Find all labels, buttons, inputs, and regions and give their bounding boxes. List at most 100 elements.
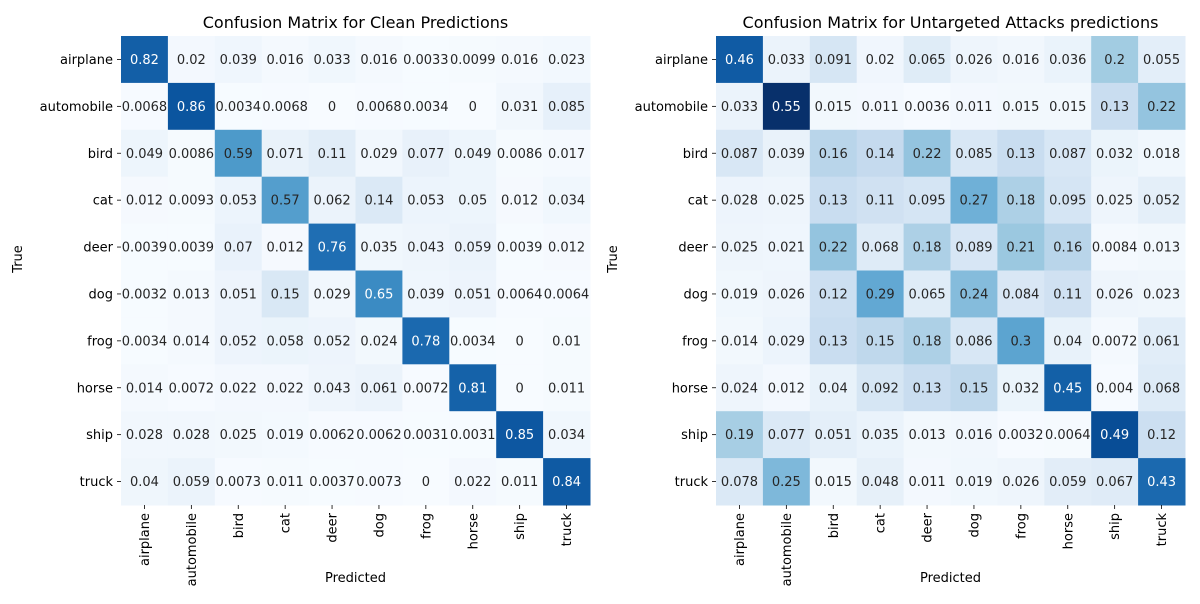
y-tick-label: horse bbox=[672, 381, 708, 396]
cell-value-label: 0.016 bbox=[267, 53, 304, 68]
cell-value-label: 0.11 bbox=[1053, 287, 1082, 302]
heatmap-cell-r3-c6 bbox=[997, 176, 1045, 225]
heatmap-cell-r3-c0 bbox=[121, 176, 169, 225]
cell-value-label: 0.022 bbox=[220, 381, 257, 396]
heatmap-cell-r2-c3 bbox=[856, 129, 905, 178]
cell-value-label: 0.078 bbox=[721, 475, 758, 490]
cell-value-label: 0.14 bbox=[364, 194, 393, 209]
heatmap-cell-r7-c2 bbox=[214, 364, 263, 412]
heatmap-cell-r8-c7 bbox=[449, 411, 497, 459]
heatmap-cell-r7-c3 bbox=[856, 364, 905, 412]
heatmap-cell-r6-c8 bbox=[1091, 317, 1139, 365]
cell-value-label: 0 bbox=[469, 100, 477, 115]
heatmap-cell-r1-c1 bbox=[167, 82, 216, 131]
cell-value-label: 0.76 bbox=[318, 241, 347, 256]
heatmap-cell-r0-c9 bbox=[543, 36, 591, 84]
heatmap-cell-r9-c2 bbox=[809, 458, 858, 506]
heatmap-cell-r5-c2 bbox=[214, 270, 263, 318]
cell-value-label: 0.0073 bbox=[356, 475, 402, 490]
cell-value-label: 0.087 bbox=[1049, 147, 1086, 162]
cell-value-label: 0.026 bbox=[955, 53, 992, 68]
cell-value-label: 0.012 bbox=[768, 381, 805, 396]
cell-value-label: 0.036 bbox=[1049, 53, 1086, 68]
x-tick-label: frog bbox=[419, 513, 434, 539]
heatmap-cell-r1-c6 bbox=[402, 82, 450, 131]
cell-value-label: 0.13 bbox=[1100, 100, 1129, 115]
heatmap-cell-r7-c6 bbox=[997, 364, 1045, 412]
cell-value-label: 0.039 bbox=[768, 147, 805, 162]
cell-value-label: 0.091 bbox=[815, 53, 852, 68]
heatmap-cell-r6-c7 bbox=[1044, 317, 1092, 365]
y-tick-label: bird bbox=[683, 147, 708, 162]
heatmap-cell-r0-c0 bbox=[121, 36, 169, 84]
cell-value-label: 0.57 bbox=[271, 194, 300, 209]
cell-value-label: 0.055 bbox=[1143, 53, 1180, 68]
cell-value-label: 0.077 bbox=[407, 147, 444, 162]
cell-value-label: 0.015 bbox=[815, 100, 852, 115]
cell-value-label: 0.15 bbox=[959, 381, 988, 396]
cell-value-label: 0.3 bbox=[1011, 334, 1032, 349]
cell-value-label: 0.095 bbox=[908, 194, 945, 209]
cell-value-label: 0.13 bbox=[1006, 147, 1035, 162]
heatmap-cell-r9-c0 bbox=[716, 458, 764, 506]
x-tick-label: automobile bbox=[185, 513, 200, 586]
cell-value-label: 0.028 bbox=[721, 194, 758, 209]
cell-value-label: 0.051 bbox=[454, 287, 491, 302]
heatmap-cell-r3-c3 bbox=[261, 176, 310, 225]
cell-value-label: 0.12 bbox=[1147, 428, 1176, 443]
heatmap-cell-r9-c6 bbox=[997, 458, 1045, 506]
cell-value-label: 0.061 bbox=[1143, 334, 1180, 349]
cell-value-label: 0.86 bbox=[177, 100, 206, 115]
cell-value-label: 0.049 bbox=[126, 147, 163, 162]
heatmap-cell-r5-c9 bbox=[543, 270, 591, 318]
cell-value-label: 0.0036 bbox=[904, 100, 950, 115]
heatmap-cell-r1-c7 bbox=[449, 82, 497, 131]
heatmap-cell-r1-c6 bbox=[997, 82, 1045, 131]
heatmap-cell-r8-c8 bbox=[1091, 411, 1139, 459]
cell-value-label: 0.051 bbox=[815, 428, 852, 443]
cell-value-label: 0.0062 bbox=[356, 428, 402, 443]
heatmap-cell-r4-c3 bbox=[261, 223, 310, 271]
cell-value-label: 0.026 bbox=[768, 287, 805, 302]
cell-value-label: 0.0031 bbox=[450, 428, 496, 443]
heatmap-cell-r7-c3 bbox=[261, 364, 310, 412]
heatmap-cell-r2-c7 bbox=[1044, 129, 1092, 178]
cell-value-label: 0.0072 bbox=[169, 381, 215, 396]
cell-value-label: 0.84 bbox=[552, 475, 581, 490]
cell-value-label: 0.087 bbox=[721, 147, 758, 162]
heatmap-cell-r9-c7 bbox=[1044, 458, 1092, 506]
cell-value-label: 0.019 bbox=[955, 475, 992, 490]
cell-value-label: 0.018 bbox=[1143, 147, 1180, 162]
heatmap-cell-r0-c6 bbox=[997, 36, 1045, 84]
x-tick-label: bird bbox=[232, 513, 247, 538]
cell-value-label: 0.022 bbox=[454, 475, 491, 490]
y-tick-label: airplane bbox=[60, 53, 113, 68]
heatmap-cell-r0-c8 bbox=[496, 36, 544, 84]
cell-value-label: 0.0039 bbox=[497, 241, 543, 256]
heatmap-cell-r2-c4 bbox=[308, 129, 356, 178]
heatmap-cell-r4-c7 bbox=[449, 223, 497, 271]
cell-value-label: 0.033 bbox=[313, 53, 350, 68]
cell-value-label: 0.0073 bbox=[216, 475, 262, 490]
heatmap-cell-r4-c5 bbox=[950, 223, 998, 271]
cell-value-label: 0.049 bbox=[454, 147, 491, 162]
heatmap-cell-r3-c3 bbox=[856, 176, 905, 225]
heatmap-cell-r6-c3 bbox=[261, 317, 310, 365]
cell-value-label: 0.092 bbox=[862, 381, 899, 396]
x-tick-label: deer bbox=[921, 512, 936, 542]
heatmap-cell-r3-c8 bbox=[1091, 176, 1139, 225]
cell-value-label: 0.0033 bbox=[403, 53, 449, 68]
heatmap-cell-r5-c6 bbox=[997, 270, 1045, 318]
heatmap-cell-r4-c7 bbox=[1044, 223, 1092, 271]
y-tick-label: dog bbox=[89, 287, 113, 302]
x-tick-label: bird bbox=[827, 513, 842, 538]
y-tick-label: truck bbox=[675, 475, 709, 490]
heatmap-cell-r1-c4 bbox=[308, 82, 356, 131]
y-tick-label: ship bbox=[681, 428, 708, 443]
cell-value-label: 0.46 bbox=[725, 53, 754, 68]
cell-value-label: 0.013 bbox=[1143, 241, 1180, 256]
cell-value-label: 0.028 bbox=[173, 428, 210, 443]
cell-value-label: 0.029 bbox=[768, 334, 805, 349]
